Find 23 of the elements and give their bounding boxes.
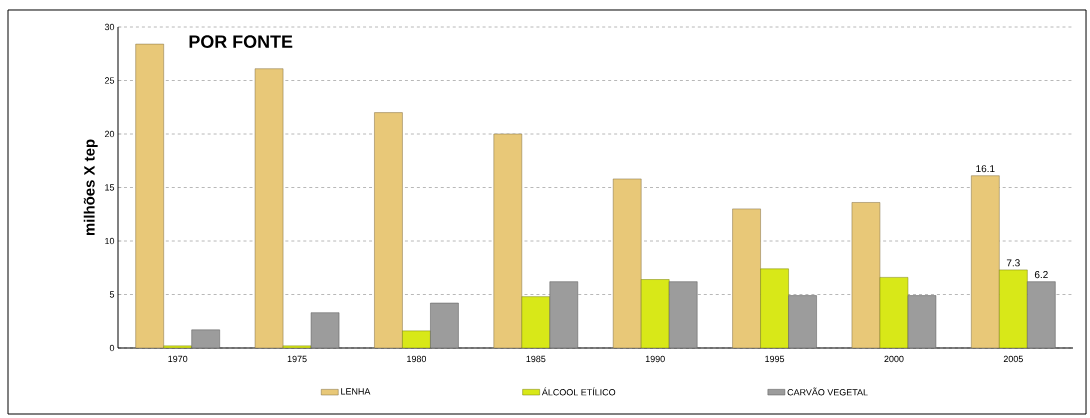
legend-label: CARVÃO VEGETAL (787, 387, 868, 396)
x-tick-label: 1990 (645, 355, 665, 363)
data-label: 6.2 (1034, 271, 1048, 279)
legend-label: LENHA (341, 388, 371, 395)
chart-title: POR FONTE (189, 35, 293, 49)
x-tick-label: 1995 (765, 355, 785, 363)
y-tick-label: 10 (105, 237, 115, 245)
x-tick-label: 2000 (884, 355, 904, 363)
y-tick-label: 0 (109, 344, 115, 352)
data-label: 7.3 (1006, 259, 1020, 267)
x-tick-label: 1980 (407, 355, 427, 363)
y-tick-label: 15 (105, 184, 115, 191)
y-tick-label: 5 (109, 291, 115, 298)
y-tick-label: 20 (104, 130, 115, 138)
y-tick-label: 25 (104, 77, 115, 84)
x-tick-label: 1985 (526, 355, 546, 363)
x-tick-label: 1970 (168, 355, 188, 363)
x-tick-label: 1975 (287, 355, 307, 363)
y-tick-label: 30 (104, 23, 115, 31)
legend-label: ÁLCOOL ETÍLICO (541, 387, 616, 396)
data-label: 16.1 (976, 165, 995, 173)
y-axis-title: milhões X tep (83, 139, 98, 236)
x-tick-label: 2005 (1003, 355, 1023, 363)
